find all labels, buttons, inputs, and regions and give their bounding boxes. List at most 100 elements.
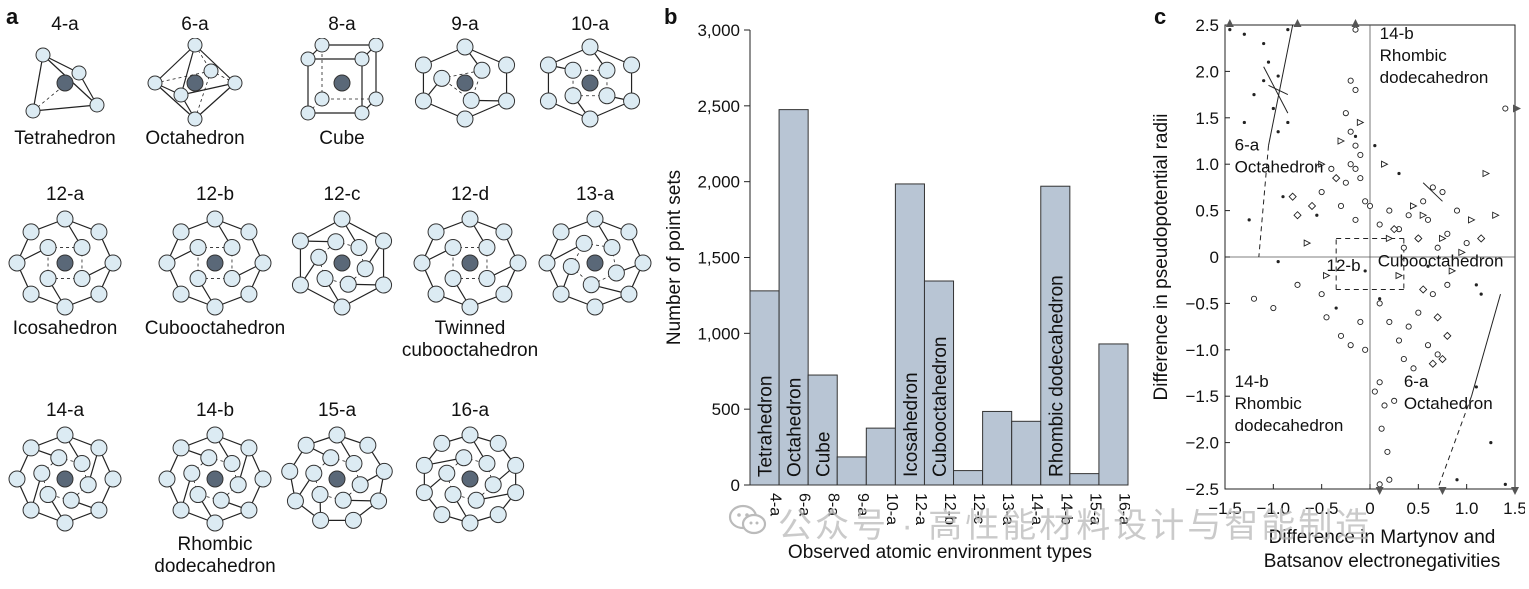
polyhedron-drawing <box>158 426 272 532</box>
coordination-atom <box>240 439 258 457</box>
data-point-diamond <box>1433 313 1442 322</box>
coordination-atom <box>564 61 582 79</box>
y-tick-label: 1,000 <box>697 324 740 343</box>
coordination-atom <box>433 506 451 524</box>
coordination-atom <box>39 486 57 504</box>
data-point-circle <box>1376 221 1383 228</box>
coordination-atom <box>314 91 330 107</box>
region-label: 12-b <box>1327 256 1361 275</box>
coordination-atom <box>189 486 207 504</box>
coordination-atom <box>56 210 74 228</box>
polyhedron-drawing <box>8 210 122 316</box>
coordination-atom <box>206 514 224 532</box>
coordination-atom <box>507 484 525 502</box>
data-point-circle <box>1376 300 1383 307</box>
bar-label: Octahedron <box>785 378 806 477</box>
coordination-atom <box>552 285 570 303</box>
data-point-diamond <box>1288 192 1297 201</box>
data-point-triangle <box>1439 234 1447 243</box>
data-point-circle <box>1381 402 1388 409</box>
coordination-atom <box>50 449 68 467</box>
polyhedron-code: 10-a <box>570 14 610 35</box>
coordination-atom <box>314 38 330 53</box>
polyhedron-label: Rhombic dodecahedron <box>154 534 276 577</box>
polyhedron-drawing <box>300 38 384 121</box>
polyhedron-label: Cubooctahedron <box>144 318 286 339</box>
coordination-atom <box>79 476 97 494</box>
polyhedron-12-b: 12-b Cubooctahedron <box>130 184 300 340</box>
coordination-atom <box>356 260 374 278</box>
polyhedron-drawing <box>291 210 393 316</box>
center-atom <box>333 254 351 272</box>
bar-label: Rhombic dodecahedron <box>1046 275 1067 477</box>
data-point-circle <box>1362 346 1369 353</box>
center-atom <box>461 470 479 488</box>
coordination-atom <box>413 254 431 272</box>
data-point-dot <box>1252 93 1256 97</box>
polyhedron-15-a: 15-a <box>262 400 412 534</box>
coordination-atom <box>473 61 491 79</box>
data-point-triangle <box>1448 267 1457 275</box>
coordination-atom <box>586 298 604 316</box>
data-point-dot <box>1503 482 1507 486</box>
polyhedron-edge <box>591 272 617 286</box>
coordination-atom <box>507 456 525 474</box>
coordination-atom <box>281 462 299 480</box>
bar-label: Cube <box>814 432 835 477</box>
data-point-circle <box>1362 198 1369 205</box>
coordination-atom <box>104 470 122 488</box>
coordination-atom <box>172 223 190 241</box>
coordination-atom <box>22 223 40 241</box>
data-point-dot <box>1397 171 1401 176</box>
coordination-atom <box>478 238 496 256</box>
coordination-atom <box>444 238 462 256</box>
coordination-atom <box>581 110 599 128</box>
region-boundary <box>1437 396 1472 490</box>
region-label: 6-a Octahedron <box>1235 135 1324 176</box>
out-of-range-arrow <box>1438 487 1447 495</box>
coordination-atom <box>575 234 593 252</box>
coordination-atom <box>456 110 474 128</box>
coordination-atom <box>427 223 445 241</box>
data-point-circle <box>1294 281 1301 288</box>
coordination-atom <box>305 464 323 482</box>
polyhedron-edge <box>180 44 196 96</box>
data-point-circle <box>1434 244 1441 251</box>
coordination-atom <box>206 210 224 228</box>
coordination-atom <box>147 75 163 91</box>
data-point-triangle <box>1419 211 1428 219</box>
data-point-dot <box>1242 120 1246 125</box>
x-tick-label: 1.0 <box>1455 499 1479 518</box>
center-atom <box>586 254 604 272</box>
data-point-circle <box>1386 476 1393 483</box>
data-point-circle <box>1502 105 1509 112</box>
data-point-circle <box>1386 318 1393 326</box>
polyhedron-label: Tetrahedron <box>14 128 116 149</box>
bar-label: Cubooctahedron <box>930 337 951 478</box>
x-tick-label: 14-a <box>1028 493 1045 525</box>
coordination-atom <box>333 210 351 228</box>
data-point-circle <box>1352 26 1359 33</box>
data-point-circle <box>1323 314 1330 321</box>
polyhedron-drawing <box>413 210 527 316</box>
polyhedron-drawing <box>414 38 516 128</box>
data-point-diamond <box>1390 225 1399 234</box>
data-point-triangle <box>1318 160 1326 168</box>
region-label: Cubooctahedron <box>1378 251 1504 270</box>
coordination-atom <box>71 65 87 81</box>
coordination-atom <box>240 223 258 241</box>
coordination-atom <box>183 464 201 482</box>
data-point-circle <box>1420 198 1427 205</box>
coordination-atom <box>552 223 570 241</box>
x-tick-label: 14-b <box>1057 493 1074 525</box>
coordination-atom <box>229 476 247 494</box>
polyhedron-edge <box>32 104 98 112</box>
bar-14-a <box>1011 420 1042 486</box>
bar-9-a <box>836 456 867 486</box>
coordination-atom <box>22 439 40 457</box>
polyhedron-edge <box>570 243 585 267</box>
bar-chart: 0 500 1,000 1,500 2,000 2,500 3,000 Tetrahedron… <box>664 21 1130 563</box>
polyhedron-code: 14-b <box>195 400 235 421</box>
coordination-atom <box>498 92 516 110</box>
coordination-atom <box>206 298 224 316</box>
